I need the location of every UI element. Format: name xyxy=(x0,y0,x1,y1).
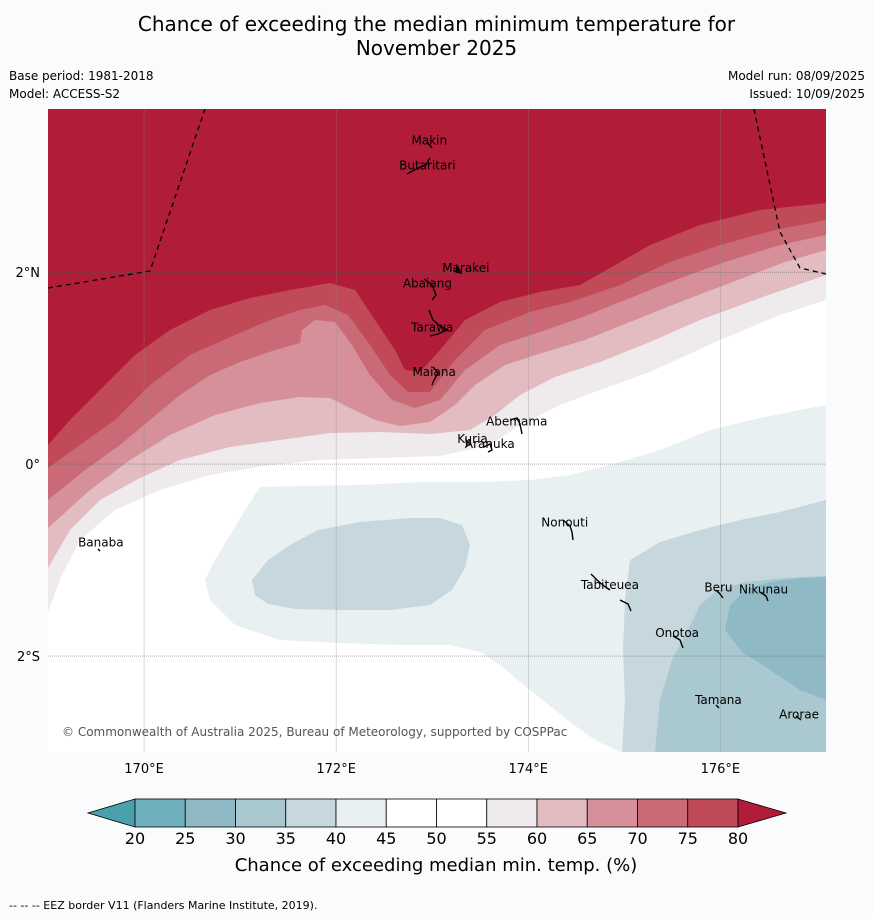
issued-date: Issued: 10/09/2025 xyxy=(749,87,865,101)
colorbar-tick-30: 30 xyxy=(225,829,245,848)
island-tabiteuea-s-shape xyxy=(619,599,632,612)
island-label-beru: Beru xyxy=(704,581,732,595)
island-arorae-shape xyxy=(795,715,802,721)
colorbar-segment-70-75 xyxy=(637,798,689,828)
island-label-tarawa: Tarawa xyxy=(410,321,453,335)
title-line-2: November 2025 xyxy=(355,36,518,60)
island-label-makin: Makin xyxy=(412,134,448,148)
base-period: Base period: 1981-2018 xyxy=(9,69,154,83)
island-maiana-shape xyxy=(431,366,439,386)
island-tamana-shape xyxy=(715,704,720,709)
island-tabiteuea-n-shape xyxy=(590,573,611,591)
island-label-aranuka: Aranuka xyxy=(465,437,515,451)
island-onotoa-shape xyxy=(672,635,684,649)
colorbar-tick-55: 55 xyxy=(477,829,497,848)
island-butaritari-shape xyxy=(406,157,431,175)
island-labels: Makin Butaritari Marakei Abaiang Tarawa Maian… xyxy=(78,134,819,722)
colorbar-segment-75-80 xyxy=(687,798,739,828)
map-area: Makin Butaritari Marakei Abaiang Tarawa Maian… xyxy=(48,109,826,752)
colorbar-tick-35: 35 xyxy=(276,829,296,848)
lon-tick-label-1: 172°E xyxy=(316,762,356,777)
colorbar-segment-60-65 xyxy=(536,798,588,828)
island-label-banaba: Banaba xyxy=(78,536,124,550)
colorbar-tick-40: 40 xyxy=(326,829,346,848)
island-label-abemama: Abemama xyxy=(486,415,547,429)
eez-border-west xyxy=(48,109,206,289)
island-marakei-shape xyxy=(455,263,463,274)
island-label-onotoa: Onotoa xyxy=(655,626,699,640)
eez-border-east xyxy=(753,109,826,275)
colorbar-segment-35-40 xyxy=(285,798,337,828)
island-tarawa-shape xyxy=(428,309,449,337)
colorbar-tick-80: 80 xyxy=(728,829,748,848)
gridlines xyxy=(48,109,826,752)
island-abemama-shape xyxy=(509,417,523,435)
colorbar-segment-25-30 xyxy=(184,798,236,828)
latitude-labels: 2°N 0° 2°S xyxy=(16,266,41,665)
island-label-tabiteuea: Tabiteuea xyxy=(580,578,639,592)
island-label-abaiang: Abaiang xyxy=(403,277,452,291)
contour-35-40 xyxy=(252,518,470,610)
colorbar-extend-low xyxy=(86,798,136,828)
island-label-maiana: Maiana xyxy=(412,365,455,379)
colorbar-tick-45: 45 xyxy=(376,829,396,848)
colorbar-tick-70: 70 xyxy=(627,829,647,848)
island-nikunau-shape xyxy=(759,591,769,602)
lat-tick-label-1: 0° xyxy=(25,458,40,473)
colorbar-tick-60: 60 xyxy=(527,829,547,848)
colorbar-segment-30-35 xyxy=(235,798,287,828)
lat-tick-label-2: 2°S xyxy=(17,650,40,665)
colorbar: 20 25 30 35 40 45 50 55 60 65 70 75 80 Chance of exce… xyxy=(86,798,788,876)
meta-right: Model run: 08/09/2025 Issued: 10/09/2025 xyxy=(728,67,865,103)
copyright-notice: © Commonwealth of Australia 2025, Bureau… xyxy=(62,725,567,739)
island-label-tamana: Tamana xyxy=(694,693,742,707)
island-kuria-shape xyxy=(464,437,472,448)
island-abaiang-shape xyxy=(423,278,437,301)
longitude-labels: 170°E 172°E 174°E 176°E xyxy=(124,762,740,777)
colorbar-segment-55-60 xyxy=(486,798,538,828)
map-title: Chance of exceeding the median minimum t… xyxy=(0,12,873,60)
colorbar-tick-75: 75 xyxy=(678,829,698,848)
island-label-arorae: Arorae xyxy=(779,707,819,721)
eez-footnote: -- -- -- EEZ border V11 (Flanders Marine… xyxy=(9,899,318,912)
lon-tick-label-2: 174°E xyxy=(508,762,548,777)
island-banaba-shape xyxy=(97,548,101,552)
island-aranuka-shape xyxy=(483,443,493,453)
model-name: Model: ACCESS-S2 xyxy=(9,87,121,101)
colorbar-segment-50-55 xyxy=(436,798,488,828)
colorbar-tick-65: 65 xyxy=(577,829,597,848)
colorbar-tick-50: 50 xyxy=(426,829,446,848)
island-label-nikunau: Nikunau xyxy=(739,583,788,597)
colorbar-segment-40-45 xyxy=(335,798,387,828)
title-line-1: Chance of exceeding the median minimum t… xyxy=(137,12,736,36)
colorbar-label: Chance of exceeding median min. temp. (%… xyxy=(235,855,638,876)
lat-tick-label-0: 2°N xyxy=(16,266,41,281)
colorbar-tick-20: 20 xyxy=(125,829,145,848)
island-label-butaritari: Butaritari xyxy=(399,158,456,172)
island-label-kuria: Kuria xyxy=(457,432,488,446)
colorbar-tick-25: 25 xyxy=(175,829,195,848)
island-label-marakei: Marakei xyxy=(442,261,489,275)
colorbar-segment-65-70 xyxy=(586,798,638,828)
lon-tick-label-3: 176°E xyxy=(701,762,741,777)
lon-tick-label-0: 170°E xyxy=(124,762,164,777)
colorbar-segment-20-25 xyxy=(134,798,186,828)
contour-25-30 xyxy=(725,577,826,700)
island-makin-shape xyxy=(427,142,433,149)
island-label-nonouti: Nonouti xyxy=(541,515,588,529)
island-beru-shape xyxy=(715,589,724,599)
model-run: Model run: 08/09/2025 xyxy=(727,69,865,83)
colorbar-segment-45-50 xyxy=(385,798,437,828)
island-outlines xyxy=(97,142,802,721)
island-nonouti-shape xyxy=(562,519,574,541)
colorbar-extend-high xyxy=(737,798,788,828)
meta-left: Base period: 1981-2018 Model: ACCESS-S2 xyxy=(9,67,154,103)
